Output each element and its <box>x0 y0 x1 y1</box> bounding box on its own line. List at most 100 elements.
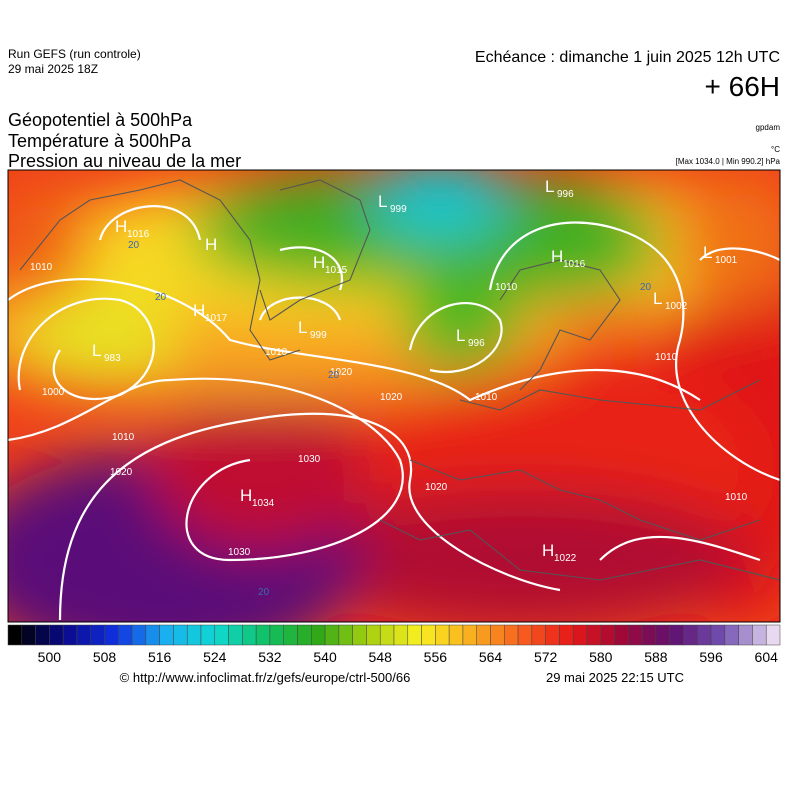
center-value: 983 <box>104 353 121 364</box>
colorbar-cell <box>352 624 367 646</box>
isobar-label: 1010 <box>475 392 498 403</box>
colorbar-tick-label: 500 <box>38 649 62 665</box>
isobar-label: 1010 <box>30 262 53 273</box>
colorbar-cell <box>186 624 202 646</box>
colorbar-cell <box>421 624 436 646</box>
center-letter: L <box>378 192 387 211</box>
colorbar-cell <box>628 624 643 646</box>
center-value: 996 <box>557 189 574 200</box>
colorbar-cell <box>173 624 188 646</box>
colorbar-cell <box>435 624 450 646</box>
center-letter: L <box>545 177 554 196</box>
colorbar-cell <box>7 624 23 646</box>
center-letter: L <box>653 289 662 308</box>
colorbar-cell <box>448 624 464 646</box>
colorbar-tick-label: 556 <box>424 649 448 665</box>
colorbar-cell <box>283 624 298 646</box>
colorbar-cell <box>559 624 574 646</box>
colorbar-cell <box>490 624 505 646</box>
temperature-label: 20 <box>640 282 652 293</box>
isobar-label: 1020 <box>380 392 403 403</box>
isobar-label: 1000 <box>42 387 65 398</box>
colorbar-cell <box>49 624 64 646</box>
center-value: 999 <box>390 204 407 215</box>
isobar-label: 1030 <box>298 454 321 465</box>
unit: gpdam <box>756 123 781 132</box>
colorbar-cell <box>214 624 229 646</box>
colorbar-tick-label: 524 <box>203 649 227 665</box>
colorbar-tick-label: 572 <box>534 649 558 665</box>
colorbar-tick-label: 548 <box>369 649 393 665</box>
colorbar-cell <box>269 624 284 646</box>
colorbar-cell <box>752 624 767 646</box>
isobar-label: 1010 <box>265 347 288 358</box>
center-value: 1016 <box>127 229 150 240</box>
temperature-label: 20 <box>128 240 140 251</box>
isobar-label: 1020 <box>330 367 353 378</box>
isobar-label: 1020 <box>110 467 133 478</box>
colorbar-cell <box>76 624 91 646</box>
center-letter: H <box>193 301 205 320</box>
center-value: 1001 <box>715 255 738 266</box>
isobar-label: 1010 <box>495 282 518 293</box>
colorbar-cell <box>145 624 160 646</box>
colorbar-cell <box>614 624 629 646</box>
colorbar-cell <box>62 624 78 646</box>
colorbar-cell <box>255 624 271 646</box>
center-letter: L <box>456 326 465 345</box>
colorbar-cell <box>324 624 340 646</box>
colorbar-cell <box>462 624 477 646</box>
colorbar-cell <box>641 624 657 646</box>
center-letter: L <box>703 243 712 262</box>
colorbar-tick-label: 516 <box>148 649 172 665</box>
colorbar-cell <box>338 624 353 646</box>
unit: °C <box>771 145 780 154</box>
colorbar-cell <box>366 624 381 646</box>
isobar-label: 1030 <box>228 547 251 558</box>
title: Pression au niveau de la mer <box>8 151 241 171</box>
center-value: 1034 <box>252 498 275 509</box>
colorbar-cell <box>724 624 739 646</box>
isobar-label: 1020 <box>425 482 448 493</box>
colorbar-cell <box>297 624 312 646</box>
center-value: 1016 <box>563 259 586 270</box>
temperature-label: 20 <box>328 370 340 381</box>
colorbar-tick-label: 580 <box>589 649 613 665</box>
colorbar-cell <box>600 624 615 646</box>
colorbar-cell <box>242 624 257 646</box>
map-field <box>8 170 780 622</box>
colorbar-cell <box>517 624 533 646</box>
colorbar-cell <box>697 624 712 646</box>
run-date: 29 mai 2025 18Z <box>8 62 98 76</box>
center-letter: H <box>240 486 252 505</box>
run: Run GEFS (run controle) <box>8 47 141 61</box>
colorbar-cell <box>311 624 326 646</box>
colorbar-cell <box>21 624 36 646</box>
colorbar-cell <box>669 624 684 646</box>
center-value: 996 <box>468 338 485 349</box>
colorbar-tick-label: 588 <box>644 649 668 665</box>
center-letter: H <box>551 247 563 266</box>
colorbar-cell <box>35 624 50 646</box>
colorbar-tick-label: 532 <box>258 649 282 665</box>
center-letter: L <box>298 318 307 337</box>
colorbar-cell <box>118 624 133 646</box>
colorbar-cell <box>655 624 670 646</box>
lead-time: + 66H <box>705 71 781 102</box>
colorbar-tick-label: 596 <box>699 649 723 665</box>
center-letter: L <box>92 341 101 360</box>
colorbar-cell <box>228 624 243 646</box>
colorbar-cell <box>200 624 216 646</box>
center-value: 1022 <box>554 553 577 564</box>
colorbar-cell <box>765 624 781 646</box>
colorbar-cell <box>90 624 105 646</box>
colorbar-cell <box>104 624 119 646</box>
colorbar-tick-label: 508 <box>93 649 117 665</box>
center-letter: H <box>542 541 554 560</box>
colorbar-cell <box>131 624 147 646</box>
center-letter: H <box>313 253 325 272</box>
forecast: Echéance : dimanche 1 juin 2025 12h UTC <box>475 49 780 66</box>
center-value: 999 <box>310 330 327 341</box>
isobar-label: 1010 <box>112 432 135 443</box>
